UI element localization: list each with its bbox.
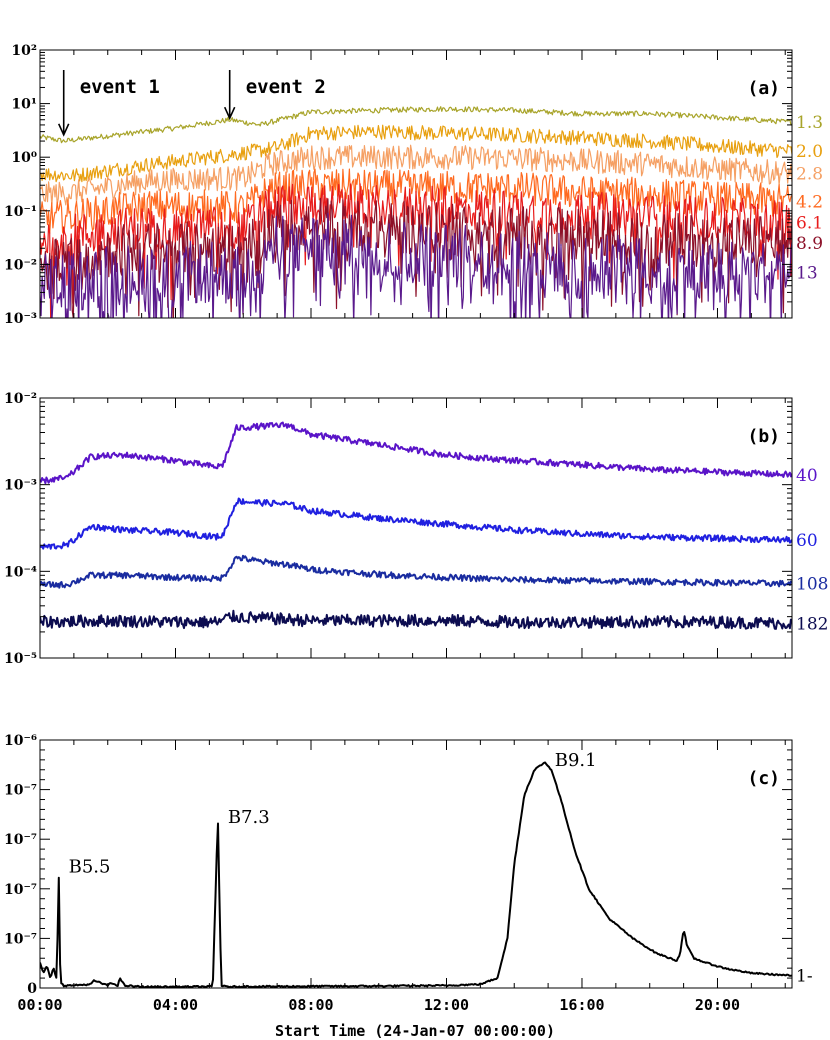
series-label: 8.9: [796, 234, 823, 254]
x-tick-label: 00:00: [17, 996, 62, 1014]
series-label: 40: [796, 466, 818, 486]
y-tick-label: 10⁻⁷: [4, 832, 37, 848]
series-label: 108: [796, 575, 828, 595]
series-label: 182: [796, 615, 828, 635]
series-line-2.8: [40, 144, 792, 207]
series-label: 2.0: [796, 142, 823, 162]
series-group: [40, 761, 792, 988]
series-line-108: [40, 554, 792, 589]
series-line-40: [40, 421, 792, 485]
y-tick-label: 10⁻³: [4, 311, 37, 327]
flare-class-label: B7.3: [228, 807, 270, 828]
series-group: [40, 421, 792, 630]
series-label: 2.8: [796, 164, 823, 184]
series-label: 60: [796, 531, 818, 551]
series-label: 1-: [796, 967, 813, 987]
y-tick-label: 0: [27, 981, 37, 997]
y-tick-label: 10¹: [11, 97, 37, 113]
panel-a: 1.3 2.02.8 4.26.18.9 13 10² 10¹ 10⁰ 10⁻¹ 10⁻² 10⁻…: [4, 43, 823, 327]
x-tick-label: 20:00: [695, 996, 740, 1014]
panel-b: 40 60 108 182 10⁻² 10⁻³ 10⁻⁴ 10⁻⁵ (b): [4, 391, 828, 667]
series-label: 6.1: [796, 214, 823, 234]
panel-c: 1- 10⁻⁶ 10⁻⁷ 10⁻⁷ 10⁻⁷ 10⁻⁷ 000:00 04:00 08:00 12…: [4, 733, 813, 1014]
y-tick-label: 10⁻⁷: [4, 931, 37, 947]
y-tick-label: 10⁰: [11, 150, 37, 166]
flare-class-label: B9.1: [555, 750, 597, 771]
y-tick-label: 10⁻²: [4, 391, 37, 407]
series-line-1-: [40, 761, 792, 988]
flare-class-label: B5.5: [69, 856, 111, 877]
series-line-60: [40, 497, 792, 550]
y-tick-label: 10⁻⁶: [4, 733, 37, 749]
event-arrow-head: [223, 106, 236, 121]
y-tick-label: 10⁻⁵: [4, 651, 37, 667]
y-tick-label: 10⁻⁷: [4, 882, 37, 898]
panel-frame: [39, 397, 793, 659]
event-arrow-head: [57, 123, 70, 137]
series-label: 4.2: [796, 192, 823, 212]
series-line-2.0: [40, 124, 792, 183]
series-line-8.9: [40, 197, 792, 318]
series-label: 13: [796, 264, 818, 284]
x-tick-label: 12:00: [424, 996, 469, 1014]
y-tick-label: 10⁻⁷: [4, 783, 37, 799]
y-tick-label: 10⁻¹: [4, 204, 37, 220]
y-tick-label: 10²: [11, 43, 37, 59]
y-tick-label: 10⁻³: [4, 478, 37, 494]
y-tick-label: 10⁻²: [4, 257, 37, 273]
x-tick-label: 04:00: [153, 996, 198, 1014]
panel-frame: [39, 739, 793, 989]
series-group: [40, 106, 792, 318]
event-label: event 1: [80, 76, 160, 98]
series-line-1.3: [40, 106, 792, 144]
series-line-13: [40, 212, 792, 318]
x-tick-label: 16:00: [559, 996, 604, 1014]
y-tick-label: 10⁻⁴: [4, 564, 37, 580]
panel-label: (a): [747, 78, 780, 99]
panel-label: (c): [747, 768, 780, 789]
panel-label: (b): [747, 426, 780, 447]
series-line-182: [40, 609, 792, 630]
panel-frame: [39, 49, 793, 319]
event-label: event 2: [246, 76, 326, 98]
series-label: 1.3: [796, 113, 823, 133]
x-tick-label: 08:00: [288, 996, 333, 1014]
x-axis-label: Start Time (24-Jan-07 00:00:00): [275, 1022, 555, 1040]
